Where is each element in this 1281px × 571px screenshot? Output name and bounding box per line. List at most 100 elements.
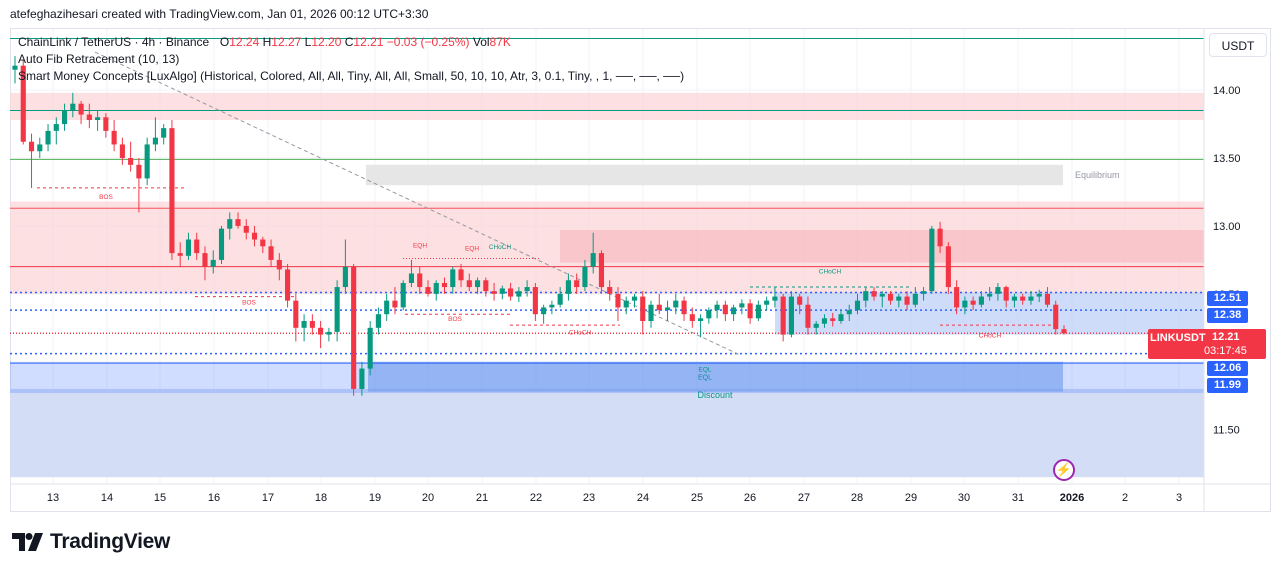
zone-premium [10, 92, 1204, 120]
candle [78, 100, 84, 125]
candle [1020, 293, 1026, 305]
candle [995, 282, 1001, 301]
price-tag-lower-a: 12.06 [1207, 361, 1248, 376]
candle-body [342, 266, 348, 288]
candle-body [144, 144, 150, 179]
candle [698, 314, 704, 338]
x-tick-label: 21 [476, 492, 488, 504]
candle-body [780, 296, 786, 335]
candle [607, 280, 613, 301]
candle [351, 263, 357, 396]
structure-label: BOS [99, 194, 113, 201]
bar-countdown: 03:17:45 [1204, 345, 1247, 357]
candle [1003, 285, 1009, 308]
x-tick-label: 20 [422, 492, 434, 504]
candle-body [912, 293, 918, 305]
candle [954, 280, 960, 315]
zone-premium [10, 201, 1204, 294]
candle-body [557, 293, 563, 305]
candle [648, 300, 654, 328]
candle [656, 293, 662, 315]
candle [375, 307, 381, 335]
candle-body [227, 219, 233, 229]
candle [128, 141, 134, 172]
candle [541, 304, 547, 324]
legend-indicator-smc[interactable]: Smart Money Concepts [LuxAlgo] (Historic… [18, 69, 685, 83]
currency-button[interactable]: USDT [1209, 33, 1267, 57]
candle [673, 293, 679, 315]
candles [12, 56, 1067, 396]
candle-body [1044, 293, 1051, 305]
candle [871, 287, 877, 301]
candle [474, 277, 481, 294]
candle [433, 280, 439, 301]
candle-body [706, 310, 712, 319]
candle [144, 137, 150, 186]
candle [111, 120, 117, 152]
candle-body [937, 228, 943, 247]
candle [516, 287, 522, 302]
candle-body [119, 144, 125, 159]
x-tick-label: 16 [208, 492, 220, 504]
candle-body [1020, 296, 1026, 301]
candle [45, 124, 51, 152]
legend-symbol[interactable]: ChainLink / TetherUS · 4h · Binance [18, 35, 210, 49]
candle-body [962, 300, 968, 308]
candle [466, 273, 472, 292]
candle-body [805, 304, 811, 328]
candle [392, 287, 398, 315]
candle-body [1028, 296, 1034, 301]
x-tick-label: 25 [691, 492, 703, 504]
candle-body [95, 117, 101, 120]
candle [879, 291, 885, 308]
candle [161, 124, 167, 145]
candle-body [359, 368, 365, 389]
candle [334, 280, 340, 342]
candle [384, 293, 390, 322]
x-tick-label: 26 [744, 492, 756, 504]
candle-body [714, 304, 720, 311]
candle [945, 242, 951, 294]
legend-indicator-fib[interactable]: Auto Fib Retracement (10, 13) [18, 52, 180, 66]
legend-low-value: 12.20 [311, 35, 342, 49]
x-tick-label: 23 [583, 492, 595, 504]
candle-body [276, 259, 282, 270]
candle-body [565, 280, 571, 294]
candle-body [408, 273, 415, 283]
candle [20, 60, 26, 145]
candle-body [111, 130, 117, 145]
legend-change: −0.03 (−0.25%) [386, 35, 470, 49]
candle-body [590, 253, 596, 267]
candle-body [929, 228, 935, 292]
candle-body [1061, 329, 1067, 334]
candle [293, 293, 299, 342]
candle-body [854, 300, 861, 311]
candle [450, 266, 456, 294]
structure-label: CHoCH [569, 330, 592, 337]
candle [912, 287, 918, 308]
candle-body [285, 269, 291, 301]
zone-bull-ob-lower [10, 361, 1204, 393]
candle-body [491, 291, 497, 294]
candle-body [1053, 304, 1059, 330]
candle-body [541, 307, 547, 315]
candle-body [483, 280, 489, 292]
candle [615, 287, 621, 322]
candle [854, 293, 861, 315]
candle-body [433, 282, 439, 294]
zone-equilibrium [366, 164, 1063, 186]
candle [342, 239, 348, 294]
candle [37, 137, 43, 159]
candle [764, 296, 770, 311]
lightning-icon[interactable]: ⚡ [1053, 459, 1075, 481]
structure-label: EQL [698, 366, 711, 373]
candle [838, 310, 844, 324]
candle [367, 321, 373, 376]
tradingview-logo[interactable]: TradingView [12, 529, 170, 555]
candle [937, 221, 943, 254]
structure-labels: BOS BOS BOS EQH EQH CHoCH CHoCH CHoCH CHoCH EQL [99, 194, 1001, 373]
candle-body [1003, 287, 1009, 301]
candle-body [28, 141, 35, 152]
candle-body [218, 228, 225, 260]
